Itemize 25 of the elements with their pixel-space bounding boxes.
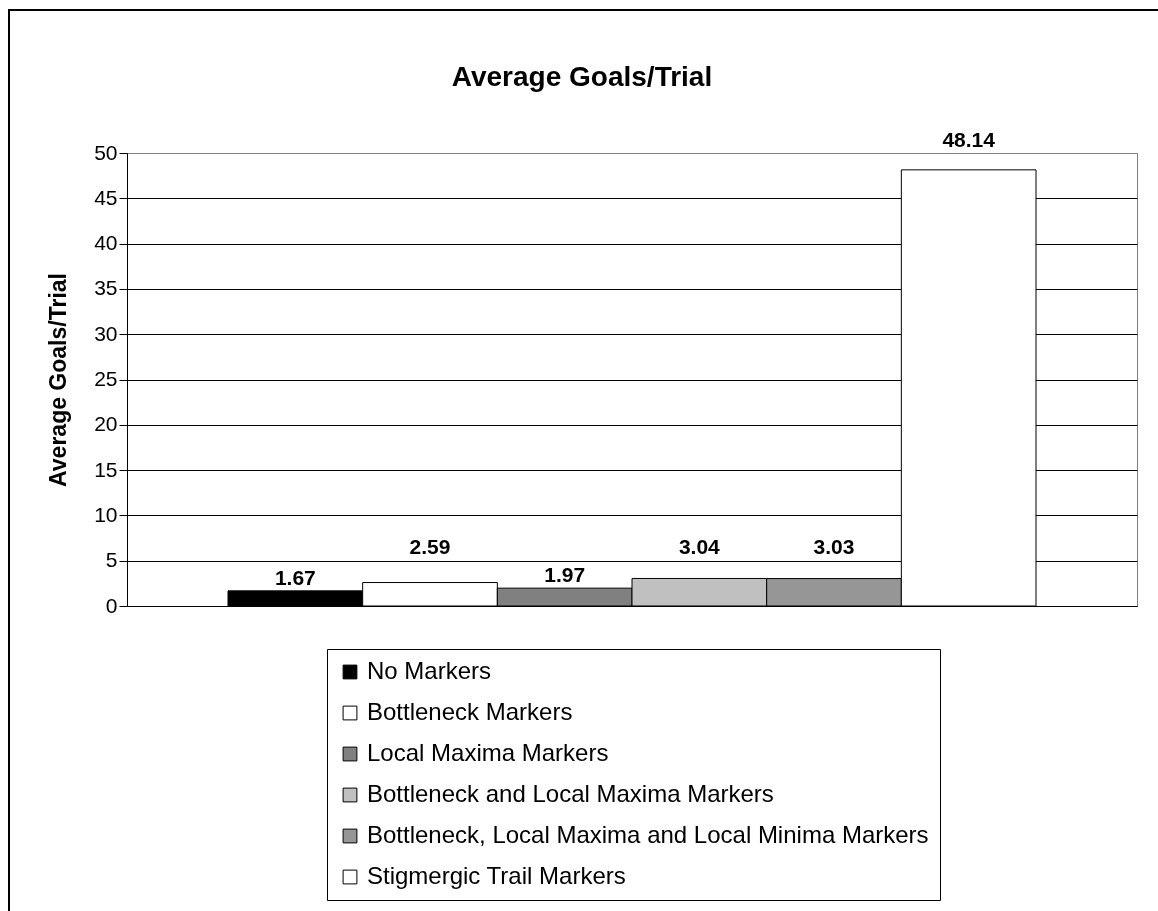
y-tick-label: 10 [94, 502, 118, 526]
y-tick-label: 40 [94, 231, 118, 255]
legend-label: Bottleneck, Local Maxima and Local Minima Markers [367, 821, 929, 848]
y-tick-label: 45 [94, 185, 118, 209]
legend-label: No Markers [367, 657, 492, 684]
data-label: 1.67 [274, 565, 316, 589]
data-label: 2.59 [409, 535, 451, 559]
chart-title: Average Goals/Trial [451, 61, 713, 92]
y-axis-title: Average Goals/Trial [45, 273, 72, 487]
data-label: 3.03 [813, 535, 855, 559]
data-label: 3.04 [678, 535, 721, 559]
legend-label: Bottleneck and Local Maxima Markers [367, 780, 774, 807]
y-tick-label: 0 [105, 593, 118, 617]
y-tick-label: 30 [94, 321, 118, 345]
data-label: 1.97 [544, 563, 586, 587]
y-tick-label: 20 [94, 412, 118, 436]
y-tick-label: 35 [94, 276, 118, 300]
y-tick-label: 5 [105, 548, 118, 572]
y-tick-label: 15 [94, 457, 118, 481]
y-tick-label: 25 [94, 367, 118, 390]
legend-label: Local Maxima Markers [367, 739, 609, 766]
data-label: 48.14 [942, 127, 996, 151]
legend-label: Bottleneck Markers [367, 698, 573, 725]
y-tick-label: 50 [94, 140, 118, 164]
legend-label: Stigmergic Trail Markers [367, 862, 626, 889]
